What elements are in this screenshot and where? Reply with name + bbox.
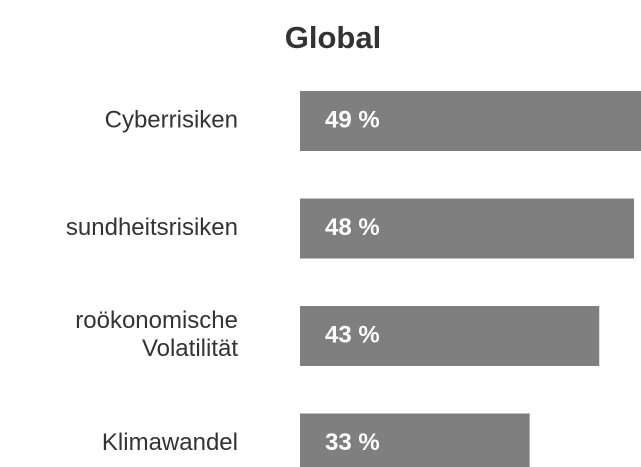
- category-label-line: roökonomische: [75, 307, 238, 334]
- bar: [300, 91, 641, 151]
- bar: [300, 198, 635, 259]
- category-label: Klimawandel: [102, 429, 238, 456]
- category-label: sundheitsrisiken: [66, 214, 238, 241]
- value-label: 49 %: [325, 106, 380, 133]
- chart-title: Global: [285, 20, 381, 55]
- value-label: 48 %: [325, 214, 380, 241]
- bar: [300, 306, 600, 366]
- bar: [300, 413, 530, 467]
- value-label: 43 %: [325, 321, 380, 348]
- category-label-line: Volatilität: [142, 335, 238, 362]
- category-label: Cyberrisiken: [105, 106, 238, 133]
- category-label: roökonomische Volatilität: [75, 307, 238, 362]
- value-label: 33 %: [325, 429, 380, 456]
